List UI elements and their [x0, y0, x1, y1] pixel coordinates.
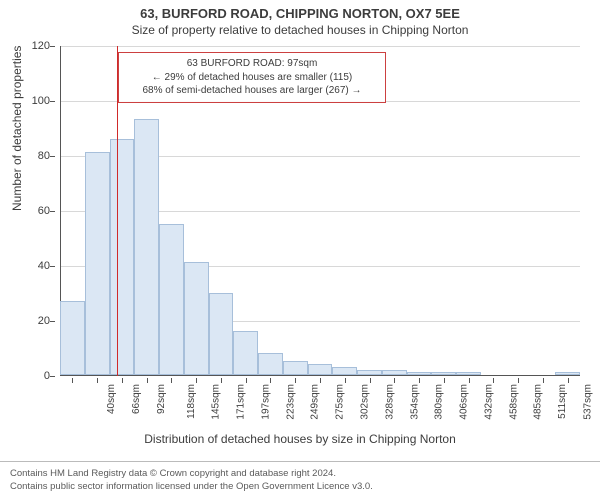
x-tick-mark: [543, 378, 544, 383]
footer: Contains HM Land Registry data © Crown c…: [0, 461, 600, 500]
y-tick-label: 80: [10, 150, 50, 162]
x-tick-mark: [419, 378, 420, 383]
bar: [110, 139, 135, 376]
bar: [85, 152, 110, 375]
plot-area: 63 BURFORD ROAD: 97sqm ← 29% of detached…: [60, 46, 580, 376]
x-tick-label: 458sqm: [508, 384, 519, 420]
x-tick-label: 432sqm: [483, 384, 494, 420]
x-tick-mark: [345, 378, 346, 383]
y-tick-label: 20: [10, 315, 50, 327]
y-tick-label: 60: [10, 205, 50, 217]
bar: [407, 372, 432, 375]
x-tick-label: 380sqm: [434, 384, 445, 420]
bar: [60, 301, 85, 375]
bar: [456, 372, 481, 375]
footer-line1: Contains HM Land Registry data © Crown c…: [10, 468, 590, 481]
y-tick-label: 0: [10, 370, 50, 382]
x-tick-label: 145sqm: [211, 384, 222, 420]
x-tick-mark: [97, 378, 98, 383]
x-tick-mark: [221, 378, 222, 383]
x-tick-mark: [122, 378, 123, 383]
bar: [209, 293, 234, 376]
x-tick-label: 118sqm: [186, 384, 197, 419]
x-tick-mark: [246, 378, 247, 383]
bar: [159, 224, 184, 375]
x-tick-mark: [493, 378, 494, 383]
bar: [258, 353, 283, 375]
x-tick-label: 406sqm: [459, 384, 470, 420]
x-tick-label: 511sqm: [557, 384, 568, 419]
title-sub: Size of property relative to detached ho…: [0, 23, 600, 37]
x-tick-label: 275sqm: [335, 384, 346, 420]
chart-container: 63, BURFORD ROAD, CHIPPING NORTON, OX7 5…: [0, 0, 600, 500]
x-tick-label: 197sqm: [261, 384, 272, 420]
x-tick-mark: [469, 378, 470, 383]
y-tick-label: 40: [10, 260, 50, 272]
x-tick-mark: [370, 378, 371, 383]
bar: [382, 370, 407, 376]
y-tick-label: 120: [10, 40, 50, 52]
x-tick-mark: [72, 378, 73, 383]
x-tick-label: 171sqm: [236, 384, 247, 420]
bar: [332, 367, 357, 375]
x-tick-label: 223sqm: [285, 384, 296, 420]
annotation-box: 63 BURFORD ROAD: 97sqm ← 29% of detached…: [118, 52, 386, 103]
x-tick-mark: [568, 378, 569, 383]
x-axis-label: Distribution of detached houses by size …: [0, 432, 600, 446]
x-tick-label: 40sqm: [106, 384, 117, 414]
x-tick-label: 328sqm: [384, 384, 395, 420]
bar: [308, 364, 333, 375]
bar: [357, 370, 382, 376]
annotation-line3: 68% of semi-detached houses are larger (…: [125, 84, 379, 98]
reference-line: [117, 46, 118, 376]
x-tick-mark: [147, 378, 148, 383]
annotation-line2: ← 29% of detached houses are smaller (11…: [125, 71, 379, 85]
annotation-line1: 63 BURFORD ROAD: 97sqm: [125, 57, 379, 71]
x-tick-label: 92sqm: [156, 384, 167, 414]
x-tick-mark: [518, 378, 519, 383]
footer-line2: Contains public sector information licen…: [10, 481, 590, 494]
x-tick-label: 485sqm: [533, 384, 544, 420]
x-tick-mark: [196, 378, 197, 383]
x-tick-label: 66sqm: [131, 384, 142, 414]
bar: [283, 361, 308, 375]
y-ticks: 020406080100120: [0, 46, 56, 376]
titles: 63, BURFORD ROAD, CHIPPING NORTON, OX7 5…: [0, 0, 600, 37]
x-tick-label: 249sqm: [310, 384, 321, 420]
x-tick-mark: [270, 378, 271, 383]
x-tick-label: 302sqm: [360, 384, 371, 420]
x-tick-mark: [444, 378, 445, 383]
x-ticks: 40sqm 66sqm 92sqm 118sqm 145sqm 171sqm 197sqm 2…: [60, 378, 580, 438]
x-tick-label: 354sqm: [409, 384, 420, 420]
title-main: 63, BURFORD ROAD, CHIPPING NORTON, OX7 5…: [0, 6, 600, 21]
bar: [555, 372, 580, 375]
y-tick-label: 100: [10, 95, 50, 107]
x-tick-mark: [320, 378, 321, 383]
x-tick-mark: [394, 378, 395, 383]
x-tick-mark: [295, 378, 296, 383]
bar: [431, 372, 456, 375]
bar: [134, 119, 159, 375]
x-tick-mark: [171, 378, 172, 383]
bar: [233, 331, 258, 375]
x-tick-label: 537sqm: [582, 384, 593, 420]
bar: [184, 262, 209, 375]
